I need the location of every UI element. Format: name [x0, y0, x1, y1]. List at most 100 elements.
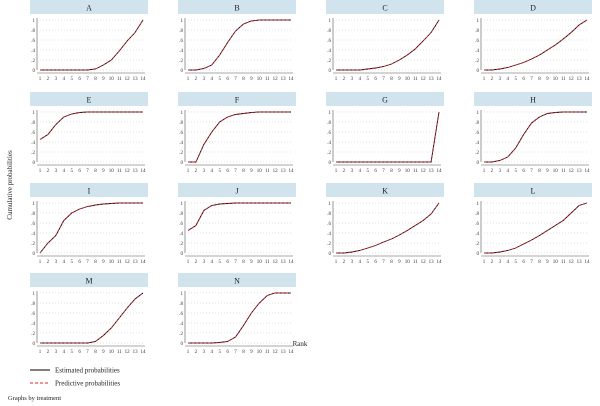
- x-tick-label: 8: [94, 169, 97, 174]
- x-tick-label: 14: [141, 260, 147, 265]
- y-tick-label: .8: [31, 121, 35, 126]
- x-tick-label: 5: [218, 169, 221, 174]
- x-tick-label: 9: [102, 169, 105, 174]
- x-tick-label: 6: [522, 260, 525, 265]
- y-tick-label: .4: [31, 141, 35, 146]
- x-tick-label: 11: [561, 77, 566, 82]
- x-tick-label: 3: [55, 260, 58, 265]
- x-tick-label: 7: [86, 169, 89, 174]
- x-tick-label: 4: [211, 350, 214, 355]
- y-tick-label: 1: [477, 202, 480, 207]
- y-tick-label: 1: [181, 292, 184, 297]
- x-tick-label: 2: [195, 350, 198, 355]
- x-tick-label: 13: [133, 260, 139, 265]
- predictive-line: [484, 111, 587, 163]
- panel-a: A0.2.4.6.811 2 3 4 5 6 7 8 9 10 11 12 13 14: [30, 0, 148, 82]
- x-tick-label: 10: [553, 77, 559, 82]
- y-tick-label: 0: [33, 342, 36, 347]
- estimated-line: [39, 202, 143, 254]
- x-tick-label: 10: [257, 169, 263, 174]
- x-tick-label: 14: [585, 260, 591, 265]
- panel-header: [474, 0, 592, 14]
- x-tick-label: 5: [218, 260, 221, 265]
- x-tick-label: 5: [70, 260, 73, 265]
- x-tick-label: 3: [499, 169, 502, 174]
- panel-i: I0.2.4.6.811 2 3 4 5 6 7 8 9 10 11 12 13 14: [30, 183, 148, 265]
- x-tick-label: 8: [390, 260, 393, 265]
- x-tick-label: 5: [514, 260, 517, 265]
- y-tick-label: 0: [33, 252, 36, 257]
- x-tick-label: 7: [382, 260, 385, 265]
- y-tick-label: .6: [31, 131, 35, 136]
- x-tick-label: 7: [234, 77, 237, 82]
- x-tick-label: 5: [366, 260, 369, 265]
- x-tick-label: 12: [421, 260, 427, 265]
- y-axis-label: Cumulative probabilities: [6, 150, 14, 220]
- y-tick-label: .6: [31, 312, 35, 317]
- y-tick-label: .2: [31, 59, 35, 64]
- x-tick-label: 9: [398, 169, 401, 174]
- x-tick-label: 13: [577, 77, 583, 82]
- x-tick-label: 5: [218, 77, 221, 82]
- x-tick-label: 12: [273, 77, 279, 82]
- y-tick-label: .8: [179, 121, 183, 126]
- x-tick-label: 3: [499, 77, 502, 82]
- y-tick-label: .2: [31, 151, 35, 156]
- x-tick-label: 2: [491, 169, 494, 174]
- x-tick-label: 9: [250, 350, 253, 355]
- x-tick-label: 7: [530, 260, 533, 265]
- x-tick-label: 4: [211, 77, 214, 82]
- y-tick-label: 1: [477, 111, 480, 116]
- panel-title: G: [382, 96, 388, 105]
- x-tick-label: 13: [133, 169, 139, 174]
- panel-k: K0.2.4.6.811 2 3 4 5 6 7 8 9 10 11 12 13 14: [326, 183, 444, 265]
- panel-header: [178, 273, 296, 287]
- x-tick-label: 9: [546, 260, 549, 265]
- x-tick-label: 7: [530, 77, 533, 82]
- x-tick-label: 3: [55, 350, 58, 355]
- y-tick-label: .2: [179, 332, 183, 337]
- x-tick-label: 12: [125, 169, 131, 174]
- estimated-line: [336, 111, 440, 163]
- x-tick-label: 13: [429, 77, 435, 82]
- panel-e: E0.2.4.6.811 2 3 4 5 6 7 8 9 10 11 12 13 14: [30, 92, 148, 174]
- predictive-line: [336, 19, 440, 71]
- x-tick-label: 3: [499, 260, 502, 265]
- y-tick-label: 0: [33, 161, 36, 166]
- panel-g: G0.2.4.6.811 2 3 4 5 6 7 8 9 10 11 12 13 14: [326, 92, 444, 174]
- x-tick-label: 13: [133, 77, 139, 82]
- predictive-line: [336, 111, 440, 163]
- panel-header: [326, 183, 444, 197]
- x-tick-label: 5: [218, 350, 221, 355]
- x-tick-label: 3: [203, 77, 206, 82]
- panel-header: [326, 92, 444, 106]
- x-tick-label: 14: [141, 77, 147, 82]
- panel-title: H: [530, 96, 536, 105]
- x-tick-label: 3: [203, 350, 206, 355]
- y-tick-label: .4: [31, 49, 35, 54]
- panel-title: M: [85, 277, 92, 286]
- x-tick-label: 11: [561, 260, 566, 265]
- x-tick-label: 4: [211, 260, 214, 265]
- x-tick-label: 4: [359, 169, 362, 174]
- y-tick-label: .8: [31, 212, 35, 217]
- estimated-line: [484, 19, 588, 71]
- x-tick-label: 10: [257, 350, 263, 355]
- panel-f: F0.2.4.6.811 2 3 4 5 6 7 8 9 10 11 12 13 14: [178, 92, 296, 174]
- y-tick-label: 0: [329, 69, 332, 74]
- panel-c: C0.2.4.6.811 2 3 4 5 6 7 8 9 10 11 12 13 14: [326, 0, 444, 82]
- x-tick-label: 11: [117, 350, 122, 355]
- x-tick-label: 1: [39, 77, 42, 82]
- x-tick-label: 5: [70, 169, 73, 174]
- y-tick-label: .8: [475, 121, 479, 126]
- panel-title: C: [382, 4, 387, 13]
- x-tick-label: 10: [257, 77, 263, 82]
- panel-title: I: [88, 187, 91, 196]
- y-tick-label: 1: [33, 111, 36, 116]
- panel-title: J: [235, 187, 238, 196]
- x-tick-label: 12: [273, 350, 279, 355]
- y-tick-label: .6: [179, 39, 183, 44]
- x-tick-label: 2: [491, 77, 494, 82]
- panel-title: B: [234, 4, 239, 13]
- x-tick-label: 8: [390, 169, 393, 174]
